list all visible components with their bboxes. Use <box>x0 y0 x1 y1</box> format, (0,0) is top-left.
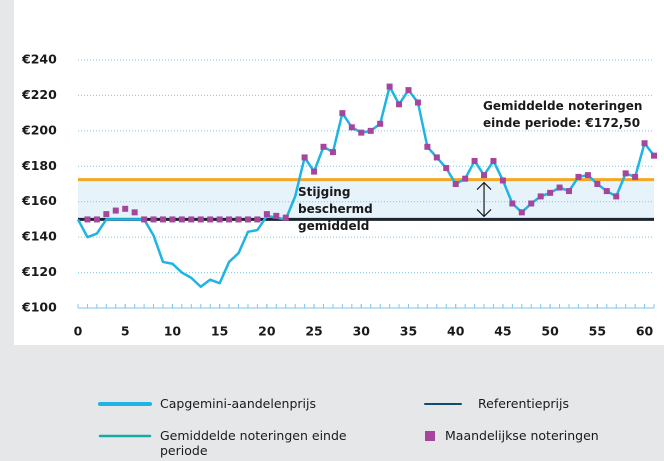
monthly-marker <box>141 216 148 223</box>
y-tick-label: €200 <box>21 122 57 137</box>
monthly-marker <box>414 99 421 106</box>
y-tick-label: €140 <box>21 229 57 244</box>
monthly-marker <box>433 154 440 161</box>
monthly-marker <box>103 211 110 218</box>
monthly-marker <box>386 83 393 90</box>
monthly-marker <box>358 129 365 136</box>
monthly-marker <box>329 149 336 156</box>
monthly-marker <box>481 172 488 179</box>
monthly-marker <box>131 209 138 216</box>
monthly-marker <box>301 154 308 161</box>
legend-label: Maandelijkse noteringen <box>445 428 599 443</box>
x-tick-label: 30 <box>353 324 371 339</box>
monthly-marker <box>216 216 223 223</box>
monthly-marker <box>112 207 119 214</box>
x-tick-label: 5 <box>121 324 130 339</box>
monthly-marker <box>282 214 289 221</box>
x-tick-label: 10 <box>164 324 182 339</box>
monthly-marker <box>603 188 610 195</box>
y-tick-label: €160 <box>21 193 57 208</box>
monthly-marker <box>613 193 620 200</box>
legend-swatch <box>425 431 435 441</box>
monthly-marker <box>452 181 459 187</box>
monthly-marker <box>244 216 251 223</box>
monthly-marker <box>263 211 270 218</box>
monthly-marker <box>122 205 129 212</box>
x-tick-label: 0 <box>74 324 83 339</box>
monthly-marker <box>150 216 157 223</box>
monthly-marker <box>405 87 412 94</box>
monthly-marker <box>641 140 648 147</box>
monthly-marker <box>499 177 506 184</box>
monthly-marker <box>84 216 91 223</box>
monthly-marker <box>537 193 544 200</box>
legend-label: Gemiddelde noteringen einde periode <box>160 428 347 458</box>
monthly-marker <box>556 184 563 191</box>
x-tick-label: 15 <box>211 324 228 339</box>
monthly-marker <box>490 157 497 164</box>
monthly-marker <box>509 200 516 207</box>
x-tick-label: 50 <box>541 324 559 339</box>
y-tick-label: €120 <box>21 264 57 279</box>
monthly-marker <box>594 181 601 187</box>
monthly-marker <box>367 127 374 134</box>
x-tick-label: 35 <box>400 324 417 339</box>
x-tick-label: 40 <box>447 324 465 339</box>
monthly-marker <box>462 175 469 182</box>
y-tick-label: €100 <box>21 300 57 315</box>
monthly-marker <box>622 170 629 177</box>
monthly-marker <box>254 216 261 223</box>
annotation: Stijging beschermd gemiddeld <box>298 185 373 233</box>
x-tick-label: 45 <box>494 324 511 339</box>
monthly-marker <box>159 216 166 223</box>
plot-panel <box>14 0 664 345</box>
monthly-marker <box>311 168 318 175</box>
monthly-marker <box>320 143 327 150</box>
monthly-marker <box>169 216 176 223</box>
y-tick-label: €180 <box>21 158 57 173</box>
monthly-marker <box>396 101 403 108</box>
monthly-marker <box>584 172 591 179</box>
monthly-marker <box>377 120 384 127</box>
monthly-marker <box>348 124 355 131</box>
monthly-marker <box>235 216 242 223</box>
monthly-marker <box>226 216 233 223</box>
monthly-marker <box>632 173 639 180</box>
x-tick-label: 60 <box>636 324 654 339</box>
x-tick-label: 25 <box>305 324 322 339</box>
monthly-marker <box>566 188 573 195</box>
x-tick-label: 20 <box>258 324 276 339</box>
monthly-marker <box>547 189 554 196</box>
monthly-marker <box>207 216 214 223</box>
y-tick-label: €220 <box>21 87 57 102</box>
monthly-marker <box>197 216 204 223</box>
monthly-marker <box>443 165 450 172</box>
monthly-marker <box>424 143 431 150</box>
y-tick-label: €240 <box>21 52 57 67</box>
legend-label: Referentieprijs <box>478 396 569 411</box>
monthly-marker <box>651 152 657 159</box>
monthly-marker <box>339 110 346 117</box>
monthly-marker <box>188 216 195 223</box>
annotation: Gemiddelde noteringen einde periode: €17… <box>483 99 643 130</box>
x-tick-label: 55 <box>589 324 606 339</box>
monthly-marker <box>528 200 535 207</box>
monthly-marker <box>471 157 478 164</box>
monthly-marker <box>178 216 185 223</box>
monthly-marker <box>273 212 280 219</box>
monthly-marker <box>93 216 100 223</box>
monthly-marker <box>575 173 582 180</box>
monthly-marker <box>518 209 525 216</box>
legend-label: Capgemini-aandelenprijs <box>160 396 316 411</box>
arrow-head <box>476 181 492 218</box>
